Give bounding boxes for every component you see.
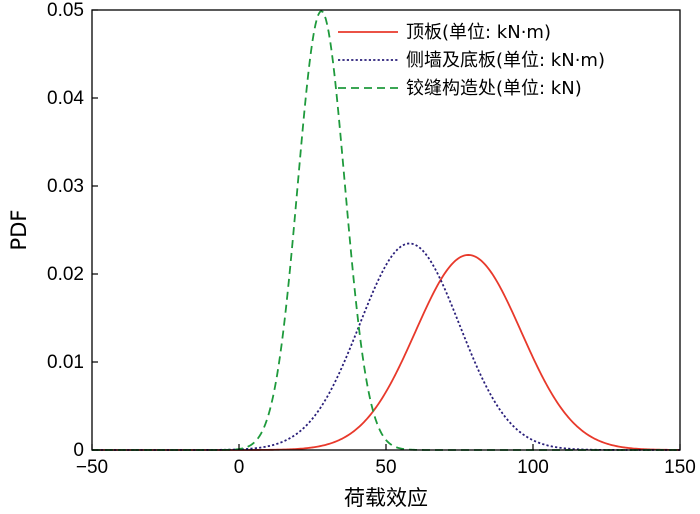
y-tick-label: 0.03 [47, 176, 84, 197]
x-tick-label: 0 [234, 457, 245, 478]
y-tick-label: 0 [73, 440, 84, 461]
series-line-2 [92, 10, 680, 451]
curves-layer [92, 10, 680, 451]
y-tick-label: 0.05 [47, 0, 84, 21]
y-tick-label: 0.02 [47, 264, 84, 285]
x-tick-label: 50 [375, 457, 396, 478]
legend-label-0: 顶板(单位: kN·m) [406, 22, 551, 43]
y-tick-label: 0.04 [47, 88, 84, 109]
series-line-1 [92, 242, 680, 451]
x-tick-label: 100 [517, 457, 549, 478]
series-line-0 [92, 254, 680, 451]
x-tick-label: −50 [76, 457, 108, 478]
x-tick-label: 150 [664, 457, 696, 478]
plot-frame [91, 9, 681, 451]
legend-label-2: 铰缝构造处(单位: kN) [406, 78, 582, 99]
y-axis-title: PDF [7, 210, 31, 251]
legend-label-1: 侧墙及底板(单位: kN·m) [406, 50, 605, 71]
x-axis-title: 荷载效应 [344, 486, 428, 510]
y-tick-label: 0.01 [47, 352, 84, 373]
legend: 顶板(单位: kN·m) 侧墙及底板(单位: kN·m) 铰缝构造处(单位: kN) [338, 22, 605, 99]
